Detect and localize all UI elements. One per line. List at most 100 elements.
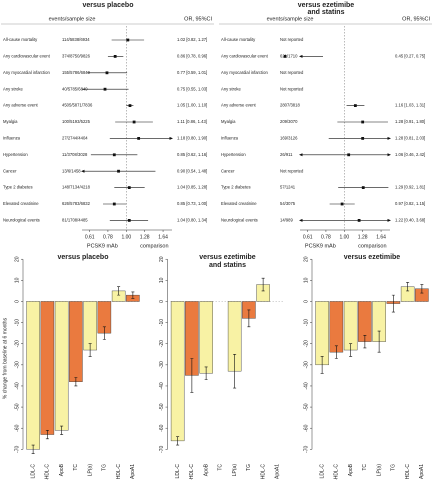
x-tick-label: LDL-C [30, 464, 36, 479]
events-label: 13/6/1458 [62, 168, 81, 173]
events-label: Not reported [280, 168, 304, 173]
x-axis-label: PCSK9 mAb [87, 243, 118, 249]
events-label: 114/5838/6934 [62, 37, 90, 42]
x-tick-label: TG [246, 464, 252, 471]
outcome-label: Any adverse event [3, 103, 39, 108]
or-label: 1.11 [0.86, 1.43] [177, 119, 207, 124]
x-axis-label: PCSK9 mAb [305, 243, 336, 249]
x-tick-label: LDL-C [175, 464, 181, 479]
point-estimate [117, 169, 120, 173]
events-label: 626/5783/6832 [62, 201, 91, 206]
y-tick-label: 20 [303, 256, 309, 262]
bar [329, 301, 344, 353]
y-tick-label: -10 [14, 319, 20, 326]
ci-arrow [387, 136, 391, 140]
y-tick-label: -40 [303, 382, 309, 389]
or-label: 1.04 [0.80, 1.34] [177, 218, 207, 223]
or-label: 0.77 [0.59, 1.01] [177, 70, 207, 75]
x-tick-label: 1.64 [158, 234, 168, 240]
y-tick-label: -40 [14, 382, 20, 389]
error-bar [102, 326, 106, 340]
events-label: Not reported [280, 86, 304, 91]
error-bar [247, 309, 251, 328]
error-bar [117, 286, 121, 296]
or-label: 0.85 [0.62, 1.16] [177, 152, 207, 157]
bar [315, 301, 329, 366]
y-tick-label: -70 [303, 445, 309, 452]
error-bar [334, 345, 338, 359]
column-header: OR, 95%CI [402, 16, 430, 22]
y-tick-label: -10 [303, 319, 309, 326]
y-tick-label: 20 [159, 256, 165, 262]
outcome-label: Influenza [3, 136, 21, 141]
panel-title: and statins [308, 9, 345, 16]
y-axis-label: % change from baseline at 6 months [2, 317, 8, 399]
y-tick-label: -40 [159, 382, 165, 389]
point-estimate [112, 153, 116, 157]
y-tick-label: 20 [14, 256, 20, 262]
y-tick-label: -30 [159, 361, 165, 368]
y-tick-label: -60 [159, 424, 165, 431]
bar [69, 301, 83, 382]
outcome-label: Any stroke [221, 86, 241, 91]
outcome-label: Elevated creatinine [221, 201, 257, 206]
outcome-label: Any cardiovascular event [3, 54, 51, 59]
outcome-label: Neurological events [221, 218, 258, 223]
x-tick-label: 0.78 [321, 234, 331, 240]
point-estimate [340, 202, 344, 206]
ci-arrow [387, 153, 391, 157]
x-tick-label: HDL-C [260, 464, 266, 480]
x-tick-label: HDL-C [405, 464, 411, 480]
y-tick-label: -20 [303, 340, 309, 347]
events-label: 169/3126 [280, 136, 298, 141]
error-bar [420, 284, 424, 294]
y-tick-label: 10 [159, 277, 165, 283]
y-tick-label: 0 [303, 300, 309, 303]
y-tick-label: -10 [159, 319, 165, 326]
y-tick-label: -60 [14, 424, 20, 431]
y-tick-label: -50 [14, 403, 20, 410]
error-bar [204, 366, 208, 380]
error-bar [45, 430, 49, 440]
events-label: 27/2744/4404 [62, 136, 88, 141]
error-bar [190, 358, 194, 393]
x-tick-label: TG [391, 464, 397, 471]
panel-title: and statins [209, 262, 246, 269]
events-label: 148/7134/4218 [62, 185, 91, 190]
x-tick-label: 1.28 [358, 234, 368, 240]
y-tick-label: 10 [14, 277, 20, 283]
point-estimate [126, 38, 130, 42]
bar [26, 301, 40, 450]
x-axis-label: comparison [140, 243, 168, 249]
error-bar [320, 356, 324, 374]
error-bar [377, 330, 381, 353]
events-label: Not reported [280, 37, 304, 42]
error-bar [60, 425, 64, 435]
y-tick-label: -30 [303, 361, 309, 368]
events-label: 14/989 [280, 218, 293, 223]
x-tick-label: HDL-C [116, 464, 122, 480]
bar [54, 301, 69, 431]
point-estimate [113, 55, 117, 58]
or-label: 0.86 [0.78, 0.96] [177, 54, 207, 59]
panel-title: versus placebo [58, 254, 109, 261]
outcome-label: Elevated creatinine [3, 201, 39, 206]
events-label: 621/1710 [280, 54, 298, 59]
point-estimate [283, 55, 287, 58]
point-estimate [137, 137, 141, 140]
outcome-label: Myalgia [221, 119, 236, 124]
x-tick-label: 0.61 [85, 234, 95, 240]
panel-title: versus ezetimibe [298, 2, 355, 9]
events-label: 26/911 [280, 152, 293, 157]
x-tick-label: LP(a) [232, 464, 238, 477]
outcome-label: Cancer [3, 168, 17, 173]
ci-arrow [299, 153, 303, 157]
point-estimate [361, 186, 365, 189]
events-label: 11/3708/3028 [62, 152, 88, 157]
x-tick-label: 0.78 [103, 234, 113, 240]
outcome-label: Type 2 diabetes [3, 185, 33, 190]
or-label: 1.29 [0.92, 1.81] [395, 185, 425, 190]
point-estimate [105, 71, 109, 75]
point-estimate [127, 219, 131, 222]
